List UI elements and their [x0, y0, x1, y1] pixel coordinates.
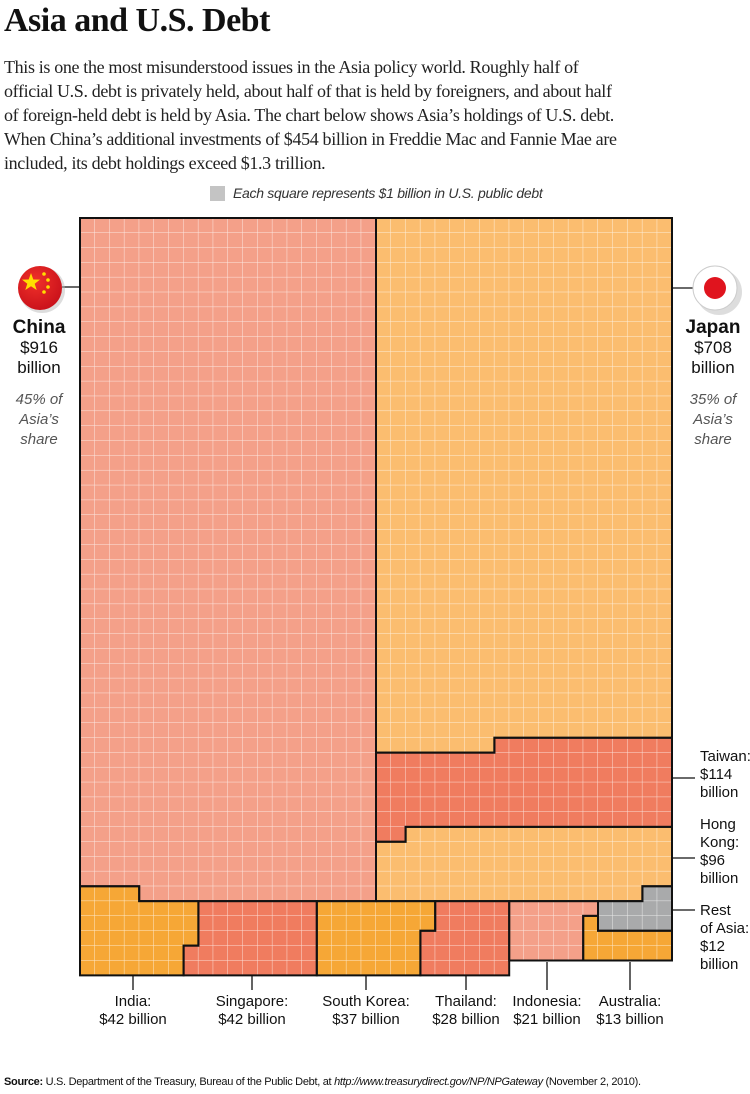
label-line: Hong [700, 816, 736, 833]
label-line: $96 [700, 852, 726, 869]
grid-taiwan [376, 737, 672, 842]
grid-thailand [420, 901, 510, 976]
china-unit: billion [17, 358, 61, 377]
china-name: China [12, 317, 66, 338]
rest-of-asia-label: Rest of Asia: $12 billion [700, 902, 749, 974]
source-label: Source: [4, 1076, 43, 1088]
hongkong-label: Hong Kong: $96 billion [700, 816, 739, 888]
intro-line: official U.S. debt is privately held, ab… [4, 81, 612, 101]
share-line: share [694, 431, 732, 448]
share-line: share [20, 431, 58, 448]
label-line: Kong: [700, 834, 740, 851]
japan-flag-icon [692, 265, 742, 315]
grid-singapore [183, 901, 317, 976]
share-line: Asia’s [19, 411, 59, 428]
intro-line: of foreign-held debt is held by Asia. Th… [4, 105, 614, 125]
japan-share: 35% of Asia’s share [674, 390, 750, 450]
thailand-label: Thailand: $28 billion [421, 993, 511, 1029]
label-line: Thailand: [435, 993, 497, 1010]
source-date: (November 2, 2010). [542, 1076, 641, 1088]
grid-indonesia [509, 901, 598, 961]
grid-rest-of-asia [598, 886, 672, 931]
taiwan-label: Taiwan: $114 billion [700, 748, 750, 802]
indonesia-label: Indonesia: $21 billion [502, 993, 592, 1029]
grid-south-korea [316, 901, 436, 976]
label-line: billion [700, 784, 739, 801]
intro-line: This is one the most misunderstood issue… [4, 57, 579, 77]
china-share: 45% of Asia’s share [0, 390, 78, 450]
intro-line: included, its debt holdings exceed $1.3 … [4, 153, 326, 173]
label-line: Rest [700, 902, 731, 919]
intro-text: This is one the most misunderstood issue… [4, 55, 617, 175]
label-line: $114 [700, 766, 733, 783]
share-line: 35% of [689, 391, 737, 408]
label-line: Indonesia: [512, 993, 582, 1010]
source-text: U.S. Department of the Treasury, Bureau … [42, 1076, 335, 1088]
label-line: $13 billion [596, 1011, 664, 1028]
source-link[interactable]: http://www.treasurydirect.gov/NP/NPGatew… [334, 1076, 543, 1088]
japan-value: $708 [694, 338, 732, 357]
label-line: $42 billion [218, 1011, 286, 1028]
china-label: China $916 billion 45% of Asia’s share [0, 318, 78, 450]
label-line: Australia: [598, 993, 662, 1010]
japan-name: Japan [685, 317, 741, 338]
grid-hong-kong [376, 826, 672, 902]
share-line: Asia’s [693, 411, 733, 428]
label-line: $42 billion [99, 1011, 167, 1028]
label-line: billion [700, 956, 739, 973]
legend-text: Each square represents $1 billion in U.S… [233, 185, 543, 201]
label-line: Taiwan: [700, 748, 750, 765]
page-title: Asia and U.S. Debt [4, 2, 270, 39]
label-line: $21 billion [513, 1011, 581, 1028]
grid-india [80, 886, 199, 976]
share-line: 45% of [15, 391, 63, 408]
label-line: $37 billion [332, 1011, 400, 1028]
india-label: India: $42 billion [83, 993, 183, 1029]
singapore-label: Singapore: $42 billion [202, 993, 302, 1029]
south-korea-label: South Korea: $37 billion [316, 993, 416, 1029]
label-line: $12 [700, 938, 726, 955]
australia-label: Australia: $13 billion [585, 993, 675, 1029]
label-line: India: [114, 993, 152, 1010]
label-line: of Asia: [700, 920, 750, 937]
label-line: billion [700, 870, 739, 887]
grid-japan [376, 218, 672, 753]
grid-australia [583, 915, 672, 961]
outline-rest-of-asia [597, 885, 673, 932]
label-line: $28 billion [432, 1011, 500, 1028]
source-note: Source: U.S. Department of the Treasury,… [4, 1076, 641, 1088]
china-value: $916 [20, 338, 58, 357]
grid-china [80, 218, 376, 902]
label-line: Singapore: [215, 993, 289, 1010]
legend: Each square represents $1 billion in U.S… [210, 185, 543, 201]
label-line: South Korea: [322, 993, 410, 1010]
china-flag-icon [18, 266, 65, 313]
japan-label: Japan $708 billion 35% of Asia’s share [674, 318, 750, 450]
legend-swatch [210, 185, 225, 201]
intro-line: When China’s additional investments of $… [4, 129, 617, 149]
japan-unit: billion [691, 358, 735, 377]
